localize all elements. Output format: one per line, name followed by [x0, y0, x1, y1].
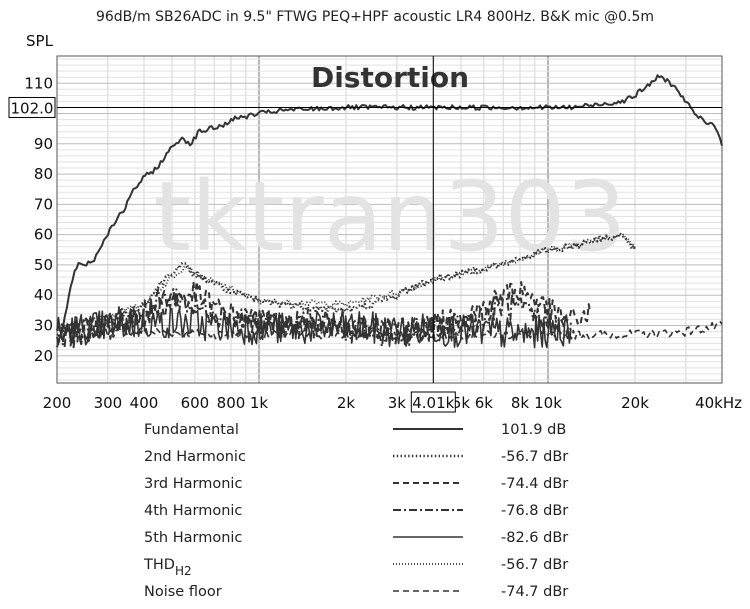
legend-value: -56.7 dBr — [501, 557, 568, 573]
y-tick-label: 30 — [34, 316, 53, 334]
x-tick-label: 5k — [452, 394, 471, 412]
x-tick-label: 2k — [337, 394, 356, 412]
legend-label: 2nd Harmonic — [144, 449, 246, 465]
legend-value: 101.9 dB — [501, 422, 566, 438]
legend-label-subscript: H2 — [175, 564, 192, 578]
y-tick-label: 20 — [34, 347, 53, 365]
watermark-text: tktran303 — [153, 161, 626, 273]
y-tick-label: 70 — [34, 195, 53, 213]
x-tick-label: 40kHz — [695, 394, 742, 412]
series-line-thd — [56, 233, 636, 329]
y-tick-label: 40 — [34, 286, 53, 304]
x-tick-label: 1k — [250, 394, 269, 412]
legend-label: THDH2 — [143, 557, 192, 578]
x-tick-label: 600 — [181, 394, 210, 412]
legend-value: -82.6 dBr — [501, 530, 568, 546]
plot-frame — [56, 55, 723, 384]
y-tick-label: 80 — [34, 165, 53, 183]
x-tick-label: 6k — [475, 394, 494, 412]
y-tick-label: 60 — [34, 226, 53, 244]
legend-label: Noise floor — [144, 584, 222, 600]
legend-value: -56.7 dBr — [501, 449, 568, 465]
y-tick-label: 50 — [34, 256, 53, 274]
x-tick-label: 20k — [621, 394, 649, 412]
x-tick-label: 8k — [511, 394, 530, 412]
series-line-noise-floor — [56, 320, 723, 340]
cursor-y-label-box — [8, 96, 56, 118]
y-tick-label: 90 — [34, 135, 53, 153]
x-tick-label: 800 — [217, 394, 246, 412]
x-tick-label: 300 — [94, 394, 123, 412]
chart-title: 96dB/m SB26ADC in 9.5" FTWG PEQ+HPF acou… — [96, 9, 654, 25]
cursor-x-label: 4.01k — [412, 394, 454, 412]
legend-value: -74.4 dBr — [501, 476, 568, 492]
y-tick-label: 110 — [24, 74, 53, 92]
cursor-y-label: 102.0 — [11, 99, 54, 117]
legend-value: -74.7 dBr — [501, 584, 568, 600]
legend-value: -76.8 dBr — [501, 503, 568, 519]
legend-label: 4th Harmonic — [144, 503, 242, 519]
series-line-4th-harmonic — [56, 288, 572, 349]
annotation-text: Distortion — [311, 61, 469, 94]
legend-label: Fundamental — [144, 422, 239, 438]
x-tick-label: 10k — [534, 394, 562, 412]
legend-label: 5th Harmonic — [144, 530, 242, 546]
y-axis-label: SPL — [26, 32, 54, 50]
cursor-x-label-box — [410, 391, 456, 413]
legend-label: 3rd Harmonic — [144, 476, 242, 492]
x-tick-label: 400 — [130, 394, 159, 412]
series-line-fundamental — [56, 74, 723, 348]
series-line-3rd-harmonic — [56, 280, 592, 344]
series-line-2nd-harmonic — [55, 232, 637, 332]
x-tick-label: 200 — [43, 394, 72, 412]
x-tick-label: 3k — [388, 394, 407, 412]
